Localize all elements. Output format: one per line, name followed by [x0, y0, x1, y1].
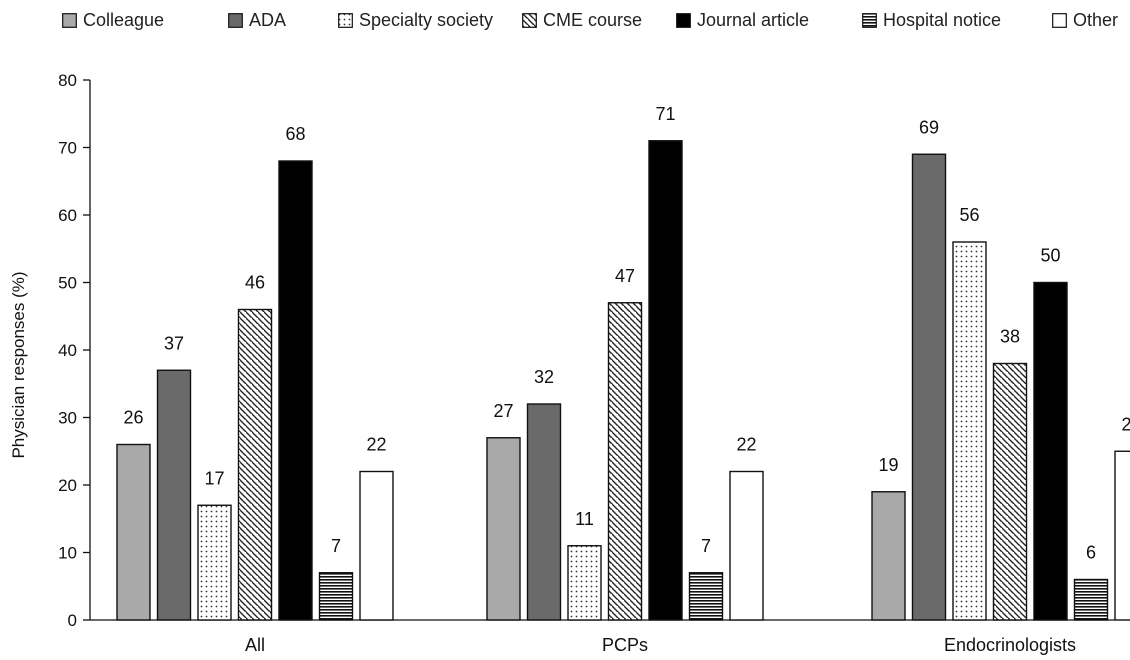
bar-ada-pcps	[526, 403, 562, 621]
legend-swatch	[522, 13, 537, 28]
data-label: 19	[878, 455, 898, 475]
legend-swatch	[228, 13, 243, 28]
legend-label: ADA	[249, 10, 287, 30]
data-label: 37	[164, 333, 184, 353]
data-label: 71	[655, 104, 675, 124]
bar-specialty-society-pcps	[567, 545, 602, 621]
legend-item-other: Other	[1052, 10, 1118, 31]
legend-swatch	[1052, 13, 1067, 28]
y-tick-label: 50	[58, 274, 77, 293]
bar-colleague-endocrinologists	[871, 491, 906, 621]
y-tick-label: 0	[68, 611, 77, 630]
bar-ada-endocrinologists	[911, 153, 947, 621]
y-tick-label: 30	[58, 409, 77, 428]
legend-item-colleague: Colleague	[62, 10, 164, 31]
y-tick-label: 70	[58, 139, 77, 158]
data-label: 7	[701, 536, 711, 556]
bar-journal-article-endocrinologists	[1033, 281, 1068, 621]
legend-label: CME course	[543, 10, 643, 30]
y-axis-title: Physician responses (%)	[9, 271, 28, 458]
legend-label: Colleague	[83, 10, 165, 30]
data-label: 47	[615, 266, 635, 286]
bar-ada-all	[156, 369, 192, 621]
legend-item-cme-course: CME course	[522, 10, 642, 31]
data-label: 22	[366, 435, 386, 455]
data-label: 50	[1040, 246, 1060, 266]
legend-label: Journal article	[697, 10, 810, 30]
y-tick-label: 80	[58, 71, 77, 90]
legend-swatch	[338, 13, 353, 28]
bar-cme-course-endocrinologists	[992, 362, 1028, 621]
legend-item-hospital-notice: Hospital notice	[862, 10, 1001, 31]
legend-item-journal-article: Journal article	[676, 10, 809, 31]
x-category-label: Endocrinologists	[944, 635, 1076, 655]
y-tick-label: 40	[58, 341, 77, 360]
legend-item-ada: ADA	[228, 10, 286, 31]
x-category-label: PCPs	[602, 635, 648, 655]
legend-label: Specialty society	[359, 10, 494, 30]
data-label: 32	[534, 367, 554, 387]
data-label: 26	[123, 408, 143, 428]
legend-swatch	[676, 13, 691, 28]
legend-label: Hospital notice	[883, 10, 1002, 30]
data-label: 17	[204, 468, 224, 488]
bar-specialty-society-all	[197, 504, 232, 621]
bar-other-all	[359, 470, 394, 621]
data-label: 68	[285, 124, 305, 144]
data-label: 25	[1121, 414, 1130, 434]
bar-journal-article-pcps	[648, 140, 683, 621]
bar-colleague-all	[116, 443, 151, 621]
y-tick-label: 60	[58, 206, 77, 225]
bar-colleague-pcps	[486, 437, 521, 621]
bar-journal-article-all	[278, 160, 313, 621]
legend-label: Other	[1073, 10, 1119, 30]
data-label: 27	[493, 401, 513, 421]
data-label: 69	[919, 117, 939, 137]
y-tick-label: 20	[58, 476, 77, 495]
y-tick-label: 10	[58, 544, 77, 563]
data-label: 7	[331, 536, 341, 556]
data-label: 38	[1000, 327, 1020, 347]
bar-cme-course-all	[237, 308, 273, 621]
bar-cme-course-pcps	[607, 302, 643, 621]
data-label: 46	[245, 273, 265, 293]
bar-hospital-notice-all	[318, 572, 354, 621]
data-label: 22	[736, 435, 756, 455]
legend-item-specialty-society: Specialty society	[338, 10, 493, 31]
bar-other-endocrinologists	[1114, 450, 1130, 621]
legend-swatch	[62, 13, 77, 28]
bar-specialty-society-endocrinologists	[952, 241, 987, 621]
x-category-label: All	[245, 635, 265, 655]
data-label: 11	[575, 509, 594, 529]
data-label: 56	[959, 205, 979, 225]
legend-swatch	[862, 13, 877, 28]
chart-legend: Colleague ADA Specialty society CME course J…	[0, 10, 1130, 36]
bar-hospital-notice-pcps	[688, 572, 724, 621]
bar-hospital-notice-endocrinologists	[1073, 578, 1109, 621]
bar-other-pcps	[729, 470, 764, 621]
data-label: 6	[1086, 543, 1096, 563]
